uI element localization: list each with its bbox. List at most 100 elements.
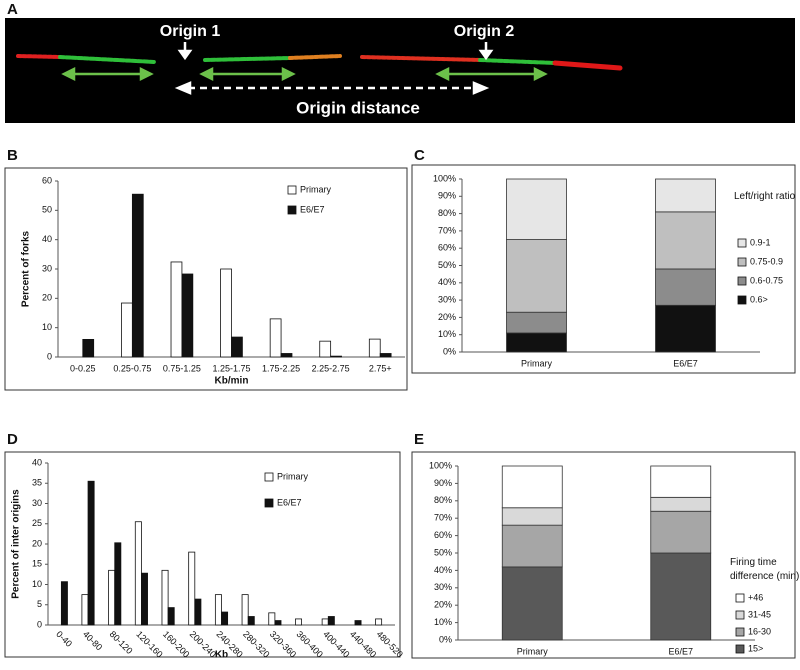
legend-swatch (264, 498, 274, 508)
legend-title: Firing time difference (min) (730, 557, 800, 582)
y-tick-label: 10 (42, 322, 52, 332)
bar (274, 620, 282, 626)
y-tick-label: 40 (42, 234, 52, 244)
bar (330, 355, 342, 358)
bar (114, 542, 122, 626)
x-tick-label: Primary (517, 646, 548, 656)
origin-label: Origin 1 (160, 23, 221, 40)
bar (295, 618, 302, 626)
y-tick-label: 10% (434, 617, 452, 627)
legend-swatch (737, 257, 747, 267)
y-tick-label: 20% (438, 312, 456, 322)
panel-frame (4, 451, 401, 658)
x-tick-label: 320-360 (268, 629, 298, 659)
x-tick-label: 0-40 (54, 629, 74, 649)
y-tick-label: 70% (434, 513, 452, 523)
y-tick-label: 20% (434, 600, 452, 610)
y-tick-label: 50% (438, 260, 456, 270)
bar (194, 598, 202, 626)
panel-letter: A (7, 1, 18, 18)
fork-arrows (61, 66, 548, 82)
panel-letter: C (414, 147, 425, 164)
y-tick-label: 20 (32, 538, 42, 548)
y-tick-label: 5 (37, 599, 42, 609)
x-tick-label: 2.75+ (369, 363, 392, 373)
legend-swatch (287, 185, 297, 195)
x-tick-label: 440-480 (348, 629, 378, 659)
bar-segment (506, 311, 567, 334)
bar (181, 273, 194, 358)
y-tick-label: 60 (42, 175, 52, 185)
bar-segment (650, 510, 712, 554)
x-tick-label: 0-0.25 (70, 363, 96, 373)
bar (375, 618, 383, 626)
panel-letter: E (414, 431, 424, 448)
bar-segment (506, 332, 567, 353)
y-tick-label: 100% (429, 460, 452, 470)
legend-swatch (735, 593, 745, 603)
bar (214, 594, 222, 626)
y-tick-label: 40% (438, 277, 456, 287)
bar-segment (506, 239, 567, 313)
y-tick-label: 15 (32, 559, 42, 569)
legend-title-box: Left/right ratio (734, 191, 795, 202)
y-tick-label: 50 (42, 205, 52, 215)
bar-segment (501, 465, 563, 509)
bar (268, 612, 276, 626)
bar (231, 336, 243, 358)
y-tick-label: 50% (434, 547, 452, 557)
y-tick-label: 80% (434, 495, 452, 505)
bar (321, 618, 329, 626)
bar (121, 302, 133, 358)
y-tick-label: 90% (434, 478, 452, 488)
bar (82, 338, 95, 358)
y-tick-label: 30% (434, 582, 452, 592)
bar (81, 594, 89, 626)
y-tick-label: 30 (32, 498, 42, 508)
bar (221, 611, 229, 626)
x-tick-label: 1.75-2.25 (262, 363, 300, 373)
bar (354, 620, 362, 626)
bar (167, 607, 175, 626)
panel-letter: B (7, 147, 18, 164)
x-axis-title: Kb (215, 650, 228, 661)
distance-arrow (174, 42, 494, 95)
legend-label: +46 (748, 592, 763, 602)
legend-label: E6/E7 (277, 497, 302, 507)
x-tick-label: 400-440 (321, 629, 351, 659)
y-tick-label: 10% (438, 329, 456, 339)
legend-title-box: Firing time difference (min) (730, 557, 800, 582)
bar (170, 261, 183, 358)
y-tick-label: 70% (438, 225, 456, 235)
bar (269, 318, 282, 358)
bar (131, 193, 144, 358)
fiber-image (5, 18, 795, 123)
bar-segment (655, 304, 716, 353)
bar (141, 572, 148, 626)
origin-label: Origin 2 (454, 23, 515, 40)
y-tick-label: 0 (37, 619, 42, 629)
x-tick-label: E6/E7 (673, 358, 698, 368)
panel-frame (411, 164, 796, 374)
y-tick-label: 25 (32, 518, 42, 528)
y-tick-label: 40 (32, 457, 42, 467)
y-tick-label: 30% (438, 294, 456, 304)
x-tick-label: 0.25-0.75 (113, 363, 151, 373)
bar (241, 594, 249, 626)
legend-swatch (737, 295, 747, 305)
bar (188, 551, 196, 626)
legend-label: E6/E7 (300, 204, 325, 214)
legend-label: Primary (300, 184, 331, 194)
bar-segment (655, 211, 716, 270)
y-tick-label: 20 (42, 293, 52, 303)
x-tick-label: Primary (521, 358, 552, 368)
bar (319, 340, 332, 358)
legend-swatch (735, 627, 745, 637)
chart-panel: D 0 5 10 15 20 25 30 35 40 0-40 40-80 80-120 120-1601… (4, 431, 405, 661)
y-tick-label: 60% (434, 530, 452, 540)
y-tick-label: 10 (32, 579, 42, 589)
y-tick-label: 40% (434, 565, 452, 575)
x-tick-label: E6/E7 (668, 646, 693, 656)
bar (247, 616, 255, 626)
